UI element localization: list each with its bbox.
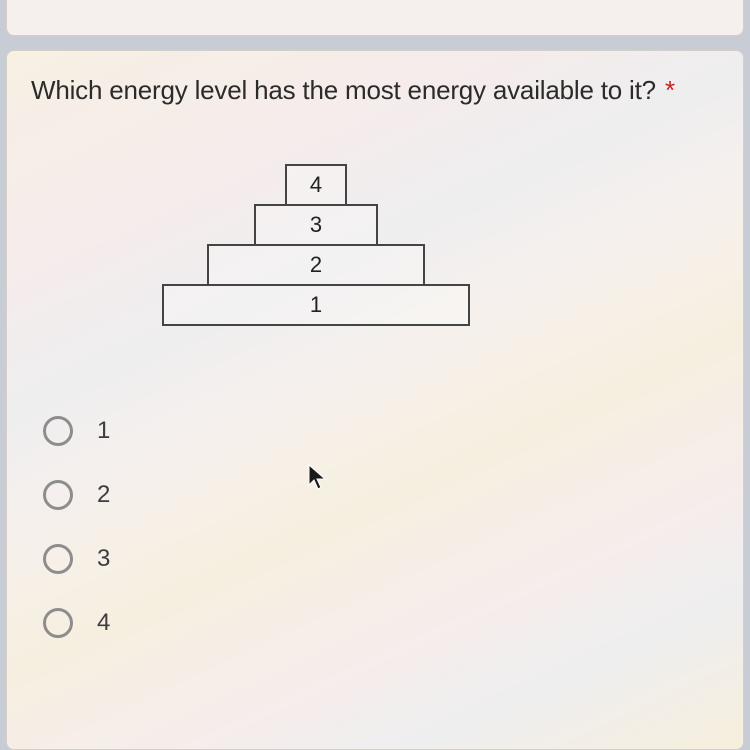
radio-icon xyxy=(43,480,73,510)
option-label: 1 xyxy=(97,417,110,445)
pyramid-row: 2 xyxy=(161,246,471,286)
question-label: Which energy level has the most energy a… xyxy=(31,75,656,105)
option-3[interactable]: 3 xyxy=(43,544,719,574)
radio-icon xyxy=(43,544,73,574)
pyramid-level-4: 4 xyxy=(285,164,347,206)
question-card: Which energy level has the most energy a… xyxy=(6,50,744,750)
radio-icon xyxy=(43,416,73,446)
pyramid-row: 4 xyxy=(161,166,471,206)
cursor-icon xyxy=(307,463,329,496)
option-label: 3 xyxy=(97,545,110,573)
energy-pyramid-diagram: 4 3 2 1 xyxy=(161,166,719,326)
required-marker: * xyxy=(665,75,675,105)
question-text: Which energy level has the most energy a… xyxy=(31,75,719,106)
answer-options: 1 2 3 4 xyxy=(43,416,719,638)
pyramid-row: 1 xyxy=(161,286,471,326)
card-gap xyxy=(0,36,750,50)
pyramid-level-2: 2 xyxy=(207,244,425,286)
option-1[interactable]: 1 xyxy=(43,416,719,446)
option-2[interactable]: 2 xyxy=(43,480,719,510)
pyramid-row: 3 xyxy=(161,206,471,246)
option-label: 4 xyxy=(97,609,110,637)
previous-question-card xyxy=(6,0,744,36)
option-4[interactable]: 4 xyxy=(43,608,719,638)
radio-icon xyxy=(43,608,73,638)
pyramid-level-3: 3 xyxy=(254,204,378,246)
option-label: 2 xyxy=(97,481,110,509)
pyramid-level-1: 1 xyxy=(162,284,470,326)
